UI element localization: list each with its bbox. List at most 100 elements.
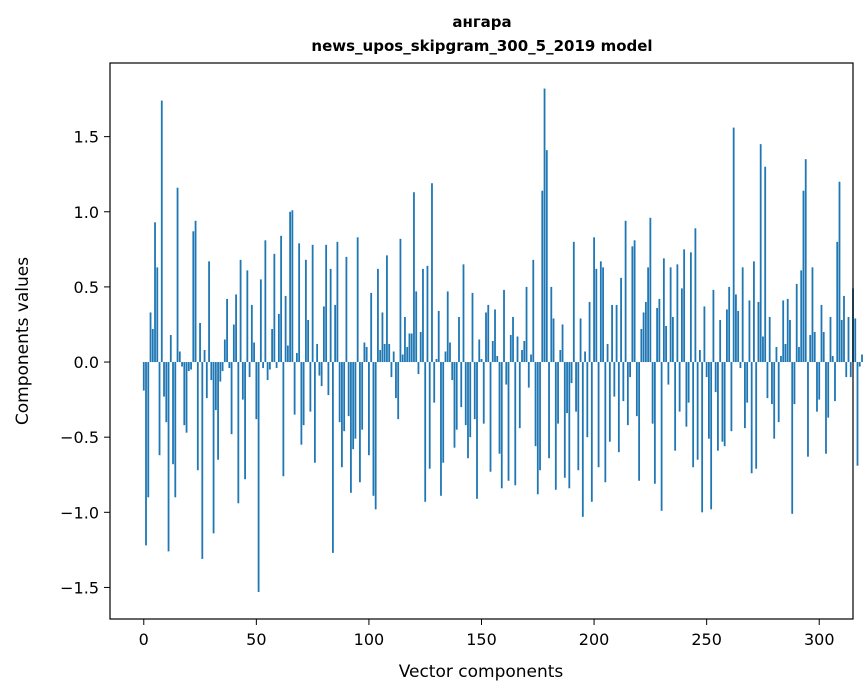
bar-172 bbox=[530, 354, 532, 363]
bar-127 bbox=[428, 362, 431, 469]
bar-124 bbox=[422, 268, 424, 363]
bar-129 bbox=[433, 362, 436, 403]
bar-42 bbox=[237, 362, 240, 504]
bar-208 bbox=[611, 304, 613, 363]
bar-131 bbox=[437, 310, 440, 363]
bar-95 bbox=[356, 237, 359, 363]
bar-51 bbox=[257, 362, 260, 592]
bar-165 bbox=[514, 362, 517, 486]
bar-33 bbox=[217, 362, 219, 460]
bar-58 bbox=[273, 253, 276, 363]
bar-56 bbox=[268, 362, 271, 370]
bar-313 bbox=[847, 316, 850, 363]
bar-303 bbox=[825, 362, 827, 454]
bar-141 bbox=[460, 362, 463, 408]
y-axis-ticks: −1.5 −1.0 −0.5 0.0 0.5 1.0 1.5 bbox=[60, 128, 110, 597]
bar-308 bbox=[836, 241, 839, 363]
bar-218 bbox=[633, 240, 636, 363]
bar-289 bbox=[793, 362, 796, 405]
bar-298 bbox=[813, 331, 816, 363]
bar-288 bbox=[791, 362, 794, 514]
bar-277 bbox=[766, 362, 769, 399]
bar-287 bbox=[789, 319, 791, 363]
bar-30 bbox=[210, 362, 213, 381]
bar-251 bbox=[708, 362, 710, 439]
bar-61 bbox=[280, 235, 283, 363]
bar-84 bbox=[332, 362, 334, 553]
bar-117 bbox=[406, 347, 409, 363]
bar-200 bbox=[593, 237, 595, 363]
bar-39 bbox=[230, 362, 233, 435]
bar-96 bbox=[359, 362, 361, 483]
bar-260 bbox=[728, 286, 731, 363]
bar-13 bbox=[172, 362, 174, 465]
bar-0 bbox=[142, 362, 145, 391]
bar-257 bbox=[721, 362, 724, 442]
bar-174 bbox=[534, 362, 537, 447]
y-tick-label: 0.5 bbox=[74, 278, 99, 297]
bar-248 bbox=[701, 362, 704, 513]
bar-106 bbox=[381, 312, 384, 363]
bar-158 bbox=[498, 362, 501, 454]
bar-266 bbox=[741, 267, 744, 363]
bar-205 bbox=[604, 362, 607, 483]
bar-181 bbox=[550, 286, 553, 363]
bar-27 bbox=[203, 350, 206, 363]
bar-109 bbox=[388, 344, 391, 363]
bar-69 bbox=[298, 243, 301, 363]
x-axis-ticks: 0 50 100 150 200 250 300 bbox=[139, 619, 835, 649]
bar-202 bbox=[597, 362, 600, 468]
bar-8 bbox=[160, 100, 163, 363]
bar-243 bbox=[689, 252, 692, 363]
bar-222 bbox=[642, 312, 645, 363]
bar-103 bbox=[374, 362, 377, 510]
bar-83 bbox=[329, 268, 332, 363]
bar-114 bbox=[399, 238, 402, 363]
bar-67 bbox=[293, 362, 296, 415]
bar-22 bbox=[192, 231, 195, 363]
bar-32 bbox=[214, 362, 217, 411]
bar-29 bbox=[208, 261, 210, 363]
bar-50 bbox=[255, 362, 258, 420]
bar-159 bbox=[500, 362, 503, 489]
bar-182 bbox=[552, 318, 555, 363]
bar-155 bbox=[491, 341, 494, 363]
bar-241 bbox=[685, 362, 688, 427]
bar-52 bbox=[259, 279, 262, 363]
bar-226 bbox=[651, 362, 654, 424]
bar-81 bbox=[325, 244, 328, 363]
bar-130 bbox=[435, 359, 438, 363]
bar-162 bbox=[507, 362, 510, 481]
plot-frame bbox=[109, 62, 854, 620]
bar-292 bbox=[800, 270, 803, 363]
bar-34 bbox=[219, 362, 222, 382]
bar-93 bbox=[352, 362, 355, 450]
bar-36 bbox=[223, 339, 226, 363]
bar-316 bbox=[854, 318, 857, 363]
bar-31 bbox=[212, 362, 215, 534]
bar-282 bbox=[777, 362, 780, 423]
x-tick-label: 200 bbox=[579, 630, 610, 649]
bar-156 bbox=[494, 309, 496, 363]
bar-46 bbox=[246, 270, 249, 363]
bar-66 bbox=[291, 210, 294, 363]
bar-145 bbox=[469, 362, 472, 438]
bar-112 bbox=[395, 362, 397, 399]
bar-295 bbox=[807, 362, 809, 457]
bar-98 bbox=[363, 342, 366, 363]
bar-195 bbox=[581, 362, 584, 517]
x-tick-label: 300 bbox=[804, 630, 835, 649]
bar-206 bbox=[606, 344, 609, 363]
bar-225 bbox=[649, 217, 652, 363]
bar-191 bbox=[572, 241, 575, 363]
y-tick-label: 1.0 bbox=[74, 203, 99, 222]
bar-80 bbox=[322, 306, 325, 363]
bar-105 bbox=[379, 350, 382, 363]
bar-237 bbox=[676, 264, 679, 363]
bar-68 bbox=[295, 353, 298, 363]
bar-215 bbox=[626, 362, 629, 426]
bar-312 bbox=[845, 362, 848, 378]
bar-73 bbox=[307, 319, 310, 363]
bar-154 bbox=[489, 362, 492, 472]
